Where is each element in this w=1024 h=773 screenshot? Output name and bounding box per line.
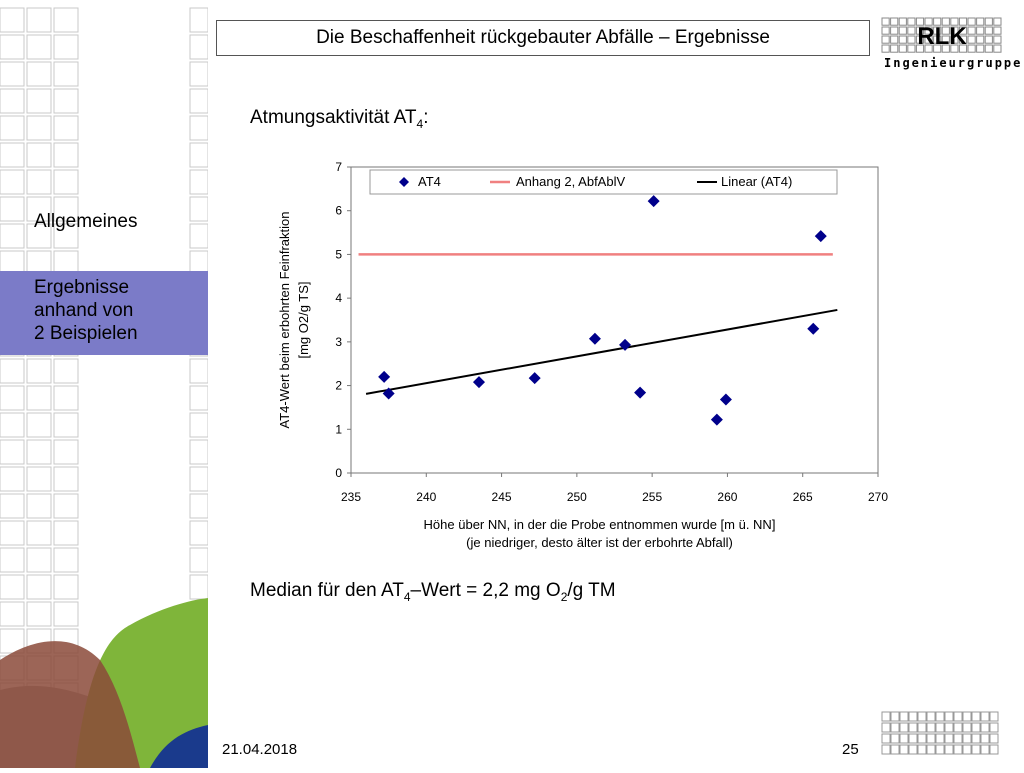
data-point: [647, 195, 660, 208]
data-point: [528, 372, 541, 385]
median-statement: Median für den AT4–Wert = 2,2 mg O2/g TM: [250, 580, 616, 604]
data-point: [634, 386, 647, 399]
x-tick-label: 235: [341, 490, 361, 504]
footer-grid-decoration: [881, 711, 999, 755]
y-tick-label: 1: [335, 422, 342, 436]
nav-active-background: [0, 271, 208, 355]
sidebar: Allgemeines Ergebnisse anhand von 2 Beis…: [0, 0, 209, 768]
company-logo: RLK: [880, 16, 1004, 76]
data-point: [378, 370, 391, 383]
at4-scatter-chart: 0 1 2 3 4 5 6 7 235 240 245 250 255 260 265 270 AT4 Anhan…: [277, 160, 888, 550]
data-point: [814, 230, 827, 243]
legend-label-trend: Linear (AT4): [721, 174, 792, 189]
legend-box: [369, 169, 838, 195]
slide-title-text: Die Beschaffenheit rückgebauter Abfälle …: [316, 27, 770, 48]
chart-heading-suffix: :: [423, 107, 429, 128]
median-sub2: 2: [560, 589, 568, 604]
data-point: [472, 376, 485, 389]
nav-item-line: Ergebnisse: [34, 277, 130, 298]
footer-date: 21.04.2018: [222, 741, 298, 758]
chart-heading: Atmungsaktivität AT4:: [250, 107, 428, 131]
x-tick-label: 265: [793, 490, 813, 504]
logo-grid-icon: RLK: [881, 17, 1002, 53]
x-tick-label: 240: [416, 490, 436, 504]
plot-area: [350, 166, 879, 474]
legend-label-limit: Anhang 2, AbfAblV: [516, 174, 625, 189]
legend-label-at4: AT4: [418, 174, 441, 189]
nav-item-allgemeines[interactable]: Allgemeines: [34, 211, 138, 232]
median-part3: /g TM: [567, 580, 616, 601]
legend-marker-at4: [399, 177, 409, 187]
median-sub1: 4: [403, 589, 411, 604]
sidebar-decoration: [0, 7, 209, 768]
logo-subtitle: Ingenieurgruppe: [884, 56, 1023, 70]
y-tick-label: 7: [335, 160, 342, 174]
data-point: [719, 393, 732, 406]
median-part1: Median für den AT: [250, 580, 404, 601]
y-tick-label: 0: [335, 466, 342, 480]
y-tick-label: 3: [335, 335, 342, 349]
data-point: [619, 338, 632, 351]
nav-item-ergebnisse[interactable]: Ergebnisse anhand von 2 Beispielen: [34, 276, 138, 345]
x-tick-label: 245: [492, 490, 512, 504]
y-axis-label: AT4-Wert beim erbohrten Feinfraktion: [277, 212, 292, 429]
slide-title: Die Beschaffenheit rückgebauter Abfälle …: [216, 20, 870, 56]
nav-item-line: anhand von: [34, 300, 134, 321]
data-point: [588, 332, 601, 345]
data-point: [382, 387, 395, 400]
y-tick-label: 6: [335, 204, 342, 218]
y-tick-label: 5: [335, 247, 342, 261]
data-point: [710, 413, 723, 426]
x-axis-label: (je niedriger, desto älter ist der erboh…: [466, 535, 733, 550]
logo-text: RLK: [917, 23, 967, 50]
y-axis-label: [mg O2/g TS]: [296, 281, 311, 358]
x-tick-label: 250: [567, 490, 587, 504]
chart-heading-sub: 4: [416, 116, 424, 131]
data-point: [807, 322, 820, 335]
x-tick-label: 260: [717, 490, 737, 504]
x-axis-label: Höhe über NN, in der die Probe entnommen…: [424, 517, 776, 532]
y-tick-label: 4: [335, 291, 342, 305]
median-part2: –Wert = 2,2 mg O: [410, 580, 561, 601]
x-tick-label: 255: [642, 490, 662, 504]
x-tick-label: 270: [868, 490, 888, 504]
trend-line: [365, 308, 838, 395]
page-number: 25: [842, 741, 859, 758]
y-tick-label: 2: [335, 379, 342, 393]
chart-heading-text: Atmungsaktivität AT: [250, 107, 417, 128]
nav-item-line: 2 Beispielen: [34, 323, 138, 344]
